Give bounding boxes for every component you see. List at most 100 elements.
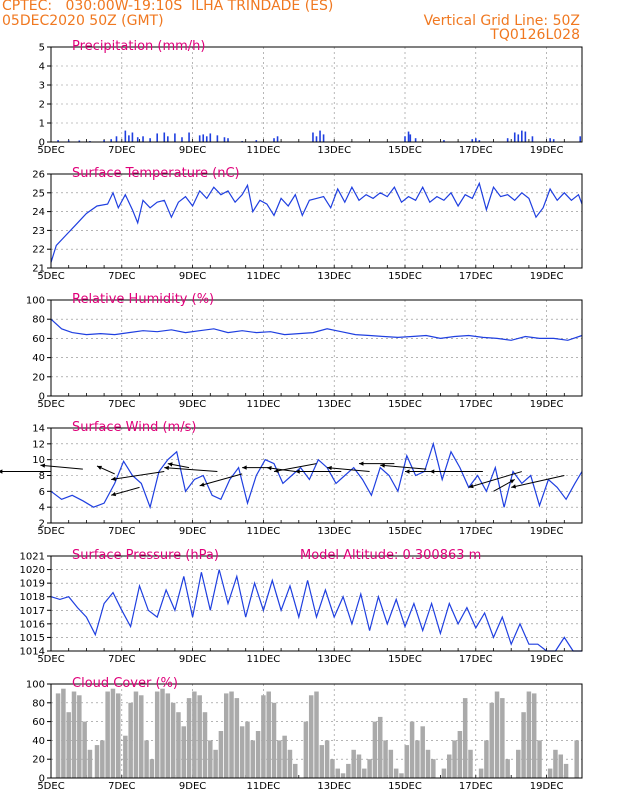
wind-arrow-head [0,469,3,474]
bar-mark [409,134,412,142]
bar-mark [276,136,279,142]
series-line [50,569,582,652]
y-tick-label: 25 [32,188,45,199]
bar-mark [156,133,158,142]
y-tick-label: 4 [39,62,45,73]
x-tick-label: 9DEC [179,654,206,665]
bar-mark [277,740,282,778]
bar-mark [255,731,261,778]
bar-mark [322,134,325,142]
bar-mark [78,140,81,142]
header-left-line1: CPTEC: 030:00W-19:10S ILHA TRINDADE (ES) [2,0,334,14]
x-tick-label: 7DEC [108,145,135,156]
bar-mark [205,136,208,142]
bar-mark [287,749,293,778]
bar-mark [531,136,534,142]
wind-arrow-head [468,484,474,489]
bar-mark [250,740,256,778]
y-tick-label: 40 [32,353,45,364]
bar-mark [303,721,309,778]
wind-arrow-head [167,462,173,467]
wind-arrow-head [111,491,117,497]
bar-mark [149,759,155,778]
y-tick-label: 23 [32,226,45,237]
y-tick-label: 4 [39,503,45,514]
wind-arrow [511,475,565,488]
bar-mark [447,754,452,778]
wind-arrow-head [429,469,435,474]
x-tick-label: 7DEC [108,781,135,792]
bar-mark [414,138,417,142]
bar-mark [452,740,457,778]
bar-mark [471,139,474,142]
bar-mark [174,133,176,142]
bar-mark [346,763,351,778]
bar-mark [494,691,500,778]
wind-arrow [468,471,522,488]
bar-mark [431,759,436,778]
x-tick-label: 5DEC [37,399,64,410]
x-tick-label: 13DEC [317,145,351,156]
y-tick-label: 1014 [20,647,45,658]
bar-mark [255,140,258,142]
wind-arrow [380,464,427,470]
bar-mark [216,135,219,142]
x-tick-label: 13DEC [317,654,351,665]
x-tick-label: 11DEC [247,654,281,665]
bar-mark [128,135,130,142]
bar-mark [55,693,61,778]
bar-mark [462,698,468,778]
y-tick-label: 80 [32,315,45,326]
panel-frame [50,427,583,524]
bar-mark [139,695,144,778]
bar-mark [103,140,105,142]
bar-mark [443,140,445,142]
y-tick-label: 21 [32,264,45,275]
y-tick-label: 2 [39,519,45,530]
bar-mark [293,763,298,778]
bar-mark [163,132,166,142]
bar-mark [547,768,553,778]
bar-mark [176,712,181,778]
y-tick-label: 60 [32,334,45,345]
bar-mark [521,712,526,778]
y-tick-label: 40 [32,736,45,747]
panel-annotation: Model Altitude: 0.300863 m [300,548,481,563]
x-tick-label: 13DEC [317,399,351,410]
bar-mark [271,702,277,778]
x-tick-label: 19DEC [530,399,564,410]
y-tick-label: 1021 [20,552,45,563]
bar-mark [110,139,112,142]
bar-mark [202,712,208,778]
bar-mark [61,688,66,778]
y-tick-label: 1017 [20,606,45,617]
wind-arrow [327,467,370,473]
bar-mark [261,695,266,778]
bar-mark [100,740,105,778]
bar-mark [324,740,330,778]
wind-arrow-head [509,479,515,484]
panel-0: 0 1 2 3 4 5 5DEC 7DEC 9DEC 11DEC 13DEC 15DEC 17DEC 19… [37,39,583,156]
wind-arrow-head [97,465,103,470]
bar-mark [475,138,477,142]
bar-mark [124,130,127,142]
x-tick-label: 9DEC [179,781,206,792]
bar-mark [167,136,169,142]
header-left-line2: 05DEC2020 50Z (GMT) [2,13,164,29]
bar-mark [574,740,579,778]
wind-arrow [40,464,83,470]
x-tick-label: 11DEC [247,526,281,537]
bar-mark [513,132,516,142]
wind-arrow-head [511,484,517,489]
x-tick-label: 7DEC [108,271,135,282]
y-tick-label: 1016 [20,619,45,630]
wind-arrow-head [358,461,364,466]
bar-mark [579,136,582,142]
bar-mark [208,740,213,778]
y-tick-label: 8 [39,471,45,482]
y-tick-label: 3 [39,81,45,92]
bar-mark [116,693,121,778]
panel-frame [50,173,583,269]
panel-frame [50,46,583,143]
